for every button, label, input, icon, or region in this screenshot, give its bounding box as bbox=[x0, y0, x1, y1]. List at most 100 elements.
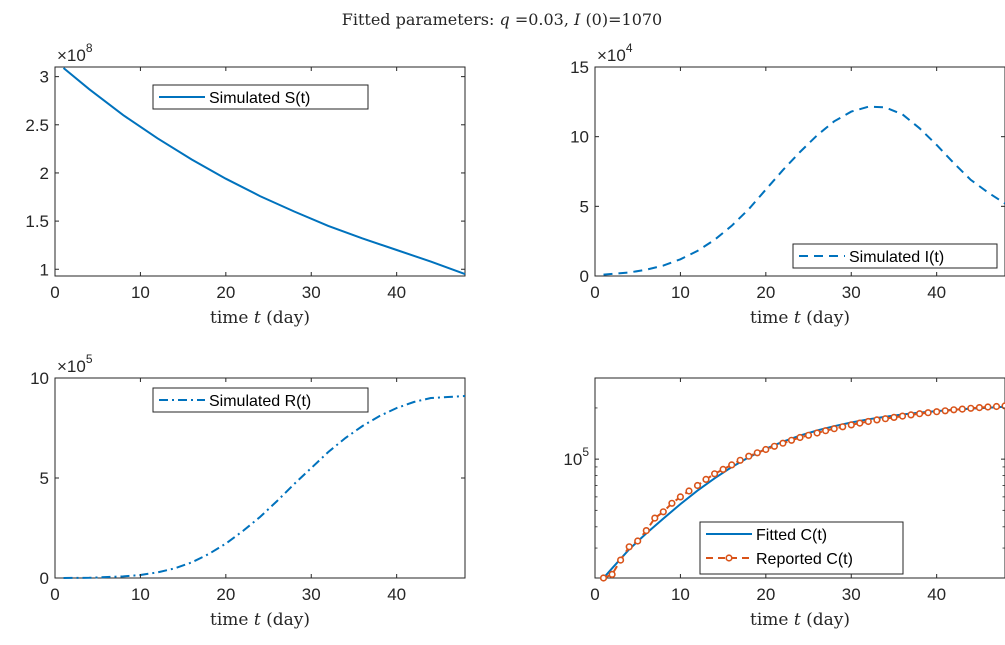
x-tick-label: 20 bbox=[756, 585, 775, 604]
title-i0-value: (0)=1070 bbox=[585, 10, 662, 29]
data-point bbox=[676, 493, 685, 501]
data-point bbox=[634, 537, 642, 545]
data-point bbox=[924, 409, 932, 417]
data-point bbox=[719, 465, 727, 474]
data-point bbox=[625, 543, 633, 551]
legend-marker bbox=[725, 554, 733, 562]
data-point bbox=[787, 436, 796, 444]
panel-recovered: 0 10 20 30 40 0 5 10 ×105 time t (day) Simulated R… bbox=[30, 352, 466, 630]
legend-box bbox=[792, 243, 998, 269]
data-point bbox=[693, 481, 702, 490]
x-tick-label: 0 bbox=[50, 585, 59, 604]
data-point bbox=[856, 419, 864, 427]
y-tick-label: 0 bbox=[580, 267, 589, 286]
legend-label: Simulated I(t) bbox=[849, 249, 944, 266]
data-point bbox=[873, 416, 881, 424]
data-point bbox=[933, 408, 941, 416]
x-tick-label: 40 bbox=[927, 283, 946, 302]
data-point bbox=[796, 433, 804, 442]
x-tick-label: 10 bbox=[671, 585, 690, 604]
data-point bbox=[710, 470, 719, 478]
data-point bbox=[958, 405, 966, 413]
x-tick-label: 30 bbox=[842, 585, 861, 604]
title-i0-symbol: I bbox=[573, 10, 581, 29]
data-point bbox=[659, 508, 667, 516]
x-axis-label: time t (day) bbox=[750, 610, 850, 630]
panel-cumulative: 0 10 20 30 40 105 time t (day) Fitted C(t) Repor… bbox=[563, 377, 1005, 630]
x-tick-label: 10 bbox=[131, 283, 150, 302]
x-tick-label: 20 bbox=[756, 283, 775, 302]
y-exponent-label: ×104 bbox=[597, 41, 633, 65]
y-tick-label: 2.5 bbox=[25, 116, 49, 135]
data-point bbox=[813, 429, 821, 437]
title-q-value: =0.03, bbox=[515, 10, 574, 29]
data-point bbox=[830, 425, 838, 433]
y-exponent-label: ×108 bbox=[57, 41, 93, 65]
data-point bbox=[668, 499, 676, 507]
data-point bbox=[821, 427, 830, 435]
x-tick-label: 0 bbox=[590, 585, 599, 604]
y-tick-label: 1.5 bbox=[25, 212, 49, 231]
data-point bbox=[950, 406, 958, 414]
y-exponent-label: ×105 bbox=[57, 352, 93, 376]
x-axis-label: time t (day) bbox=[210, 308, 310, 328]
data-point bbox=[881, 415, 890, 423]
data-point bbox=[651, 514, 659, 522]
series-line-simulated-s-t bbox=[62, 67, 466, 276]
x-tick-label: 40 bbox=[927, 585, 946, 604]
data-point bbox=[736, 456, 744, 464]
y-tick-label: 0 bbox=[40, 569, 49, 588]
data-point bbox=[890, 413, 898, 422]
legend-label: Simulated S(t) bbox=[209, 90, 310, 107]
legend-label: Fitted C(t) bbox=[756, 527, 827, 544]
x-tick-label: 40 bbox=[387, 585, 406, 604]
title-prefix: Fitted parameters: bbox=[342, 10, 500, 29]
data-point bbox=[864, 417, 872, 426]
x-tick-label: 10 bbox=[131, 585, 150, 604]
series-line-simulated-r-t bbox=[63, 395, 466, 579]
data-point bbox=[984, 403, 992, 411]
data-point bbox=[642, 526, 650, 535]
data-point bbox=[770, 442, 779, 450]
series-line-simulated-i-t bbox=[603, 105, 1005, 276]
data-point bbox=[685, 487, 693, 495]
data-point bbox=[915, 410, 924, 418]
data-point bbox=[804, 431, 813, 439]
data-point bbox=[762, 445, 770, 454]
data-point bbox=[599, 574, 608, 582]
y-tick-label: 2 bbox=[40, 164, 49, 183]
y-tick-label: 5 bbox=[40, 469, 49, 488]
y-tick-label: 10 bbox=[30, 369, 49, 388]
x-tick-label: 10 bbox=[671, 283, 690, 302]
data-point bbox=[1001, 402, 1005, 410]
figure-title: Fitted parameters: q =0.03, I (0)=1070 bbox=[342, 10, 662, 29]
legend-label: Simulated R(t) bbox=[209, 393, 311, 410]
data-point bbox=[967, 404, 975, 412]
x-tick-label: 30 bbox=[842, 283, 861, 302]
data-point bbox=[728, 461, 736, 469]
data-point bbox=[941, 407, 949, 415]
data-point bbox=[975, 404, 984, 412]
x-tick-label: 20 bbox=[216, 283, 235, 302]
x-tick-label: 20 bbox=[216, 585, 235, 604]
data-point bbox=[992, 402, 1001, 411]
x-axis-label: time t (day) bbox=[210, 610, 310, 630]
legend-box bbox=[152, 387, 369, 413]
x-axis-label: time t (day) bbox=[750, 308, 850, 328]
data-point bbox=[753, 449, 761, 457]
x-tick-label: 0 bbox=[50, 283, 59, 302]
data-point bbox=[779, 439, 787, 447]
y-tick-label: 1 bbox=[40, 260, 49, 279]
y-tick-label: 3 bbox=[40, 68, 49, 87]
panel-susceptible: 0 10 20 30 40 1 1.5 2 2.5 3 ×108 time t (day) Simula… bbox=[25, 41, 466, 328]
legend-label: Reported C(t) bbox=[756, 551, 853, 568]
data-point bbox=[616, 556, 625, 564]
panel-infected: 0 10 20 30 40 0 5 10 15 ×104 time t (day) Simulated… bbox=[570, 41, 1005, 328]
y-tick-label: 5 bbox=[580, 197, 589, 216]
data-point bbox=[898, 412, 907, 420]
x-tick-label: 40 bbox=[387, 283, 406, 302]
y-tick-label: 15 bbox=[570, 58, 589, 77]
y-tick-label: 10 bbox=[570, 128, 589, 147]
title-q-symbol: q bbox=[499, 10, 509, 29]
